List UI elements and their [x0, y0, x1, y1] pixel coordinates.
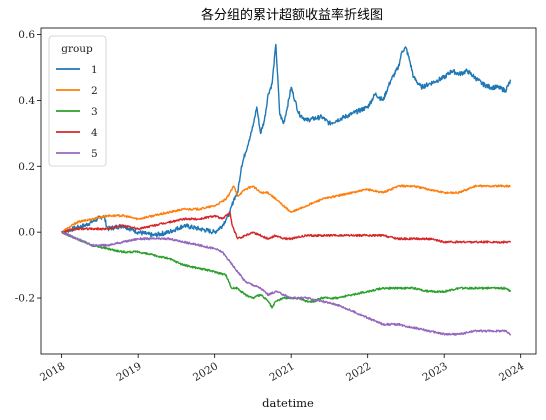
y-tick-label: 0.6: [18, 29, 35, 41]
series-line-3: [61, 230, 512, 309]
legend-box: [48, 35, 107, 167]
y-tick-label: 0.0: [18, 227, 35, 239]
legend-label-1: 1: [91, 64, 98, 76]
series-line-4: [61, 211, 511, 244]
x-tick-label: 2024: [497, 360, 526, 384]
x-axis-label: datetime: [262, 396, 314, 410]
x-tick-label: 2023: [421, 360, 450, 384]
legend-title: group: [61, 43, 93, 55]
y-tick-label: 0.2: [18, 161, 35, 173]
series-line-1: [61, 43, 512, 238]
legend-label-4: 4: [91, 127, 98, 139]
x-tick-label: 2020: [191, 360, 220, 384]
y-axis: -0.2 0.0 0.2 0.4 0.6: [15, 29, 41, 305]
chart-title: 各分组的累计超额收益率折线图: [201, 7, 383, 23]
x-tick-label: 2018: [38, 360, 67, 384]
legend-label-5: 5: [91, 148, 98, 160]
plot-frame: [40, 27, 537, 355]
series-line-5: [61, 231, 512, 336]
series-layer: [61, 43, 512, 336]
legend: group 1 2 3 4 5: [48, 35, 107, 167]
x-tick-label: 2021: [268, 360, 297, 384]
legend-label-2: 2: [91, 85, 98, 97]
legend-label-3: 3: [91, 106, 98, 118]
y-tick-label: -0.2: [15, 293, 35, 305]
x-axis: 2018 2019 2020 2021 2022 2023 2024: [38, 354, 526, 384]
x-tick-label: 2022: [344, 360, 373, 384]
y-tick-label: 0.4: [18, 95, 35, 107]
x-tick-label: 2019: [115, 360, 144, 384]
series-line-2: [61, 184, 511, 234]
